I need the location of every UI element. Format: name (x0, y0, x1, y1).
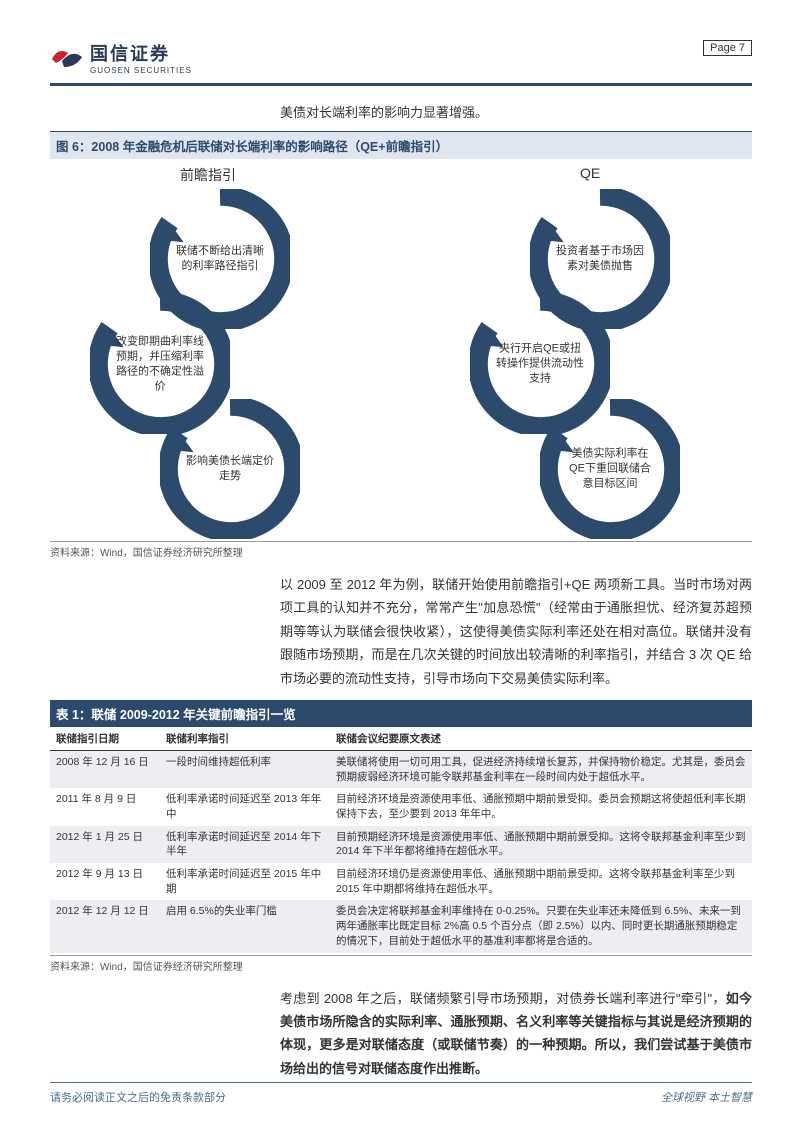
fig6-right-node-1-text: 投资者基于市场因素对美债抛售 (555, 244, 645, 274)
fig6-left-node-1-text: 联储不断给出清晰的利率路径指引 (175, 244, 265, 274)
paragraph-1: 以 2009 至 2012 年为例，联储开始使用前瞻指引+QE 两项新工具。当时… (280, 573, 752, 690)
table-cell: 2012 年 12 月 12 日 (50, 900, 160, 952)
fig6-right-label: QE (580, 165, 600, 181)
table1-title: 表 1：联储 2009-2012 年关键前瞻指引一览 (50, 700, 752, 727)
logo-text-cn: 国信证券 (90, 40, 192, 66)
table-cell: 2008 年 12 月 16 日 (50, 750, 160, 788)
table-cell: 启用 6.5%的失业率门槛 (160, 900, 330, 952)
logo-text-en: GUOSEN SECURITIES (90, 66, 192, 75)
table-row: 2012 年 1 月 25 日低利率承诺时间延迟至 2014 年下半年目前预期经… (50, 826, 752, 863)
table-cell: 2011 年 8 月 9 日 (50, 788, 160, 825)
table-row: 2012 年 9 月 13 日低利率承诺时间延迟至 2015 年中期目前经济环境… (50, 863, 752, 900)
intro-text: 美债对长端利率的影响力显著增强。 (280, 102, 752, 121)
page-footer: 请务必阅读正文之后的免责条款部分 全球视野 本土智慧 (50, 1082, 752, 1105)
page-number: Page 7 (703, 40, 752, 56)
table-cell: 目前经济环境是资源使用率低、通胀预期中期前景受抑。委员会预期这将使超低利率长期保… (330, 788, 752, 825)
figure6-source: 资料来源：Wind，国信证券经济研究所整理 (50, 541, 752, 559)
table-cell: 美联储将使用一切可用工具，促进经济持续增长复苏，并保持物价稳定。尤其是，委员会预… (330, 750, 752, 788)
footer-right: 全球视野 本土智慧 (661, 1089, 752, 1105)
table-cell: 低利率承诺时间延迟至 2015 年中期 (160, 863, 330, 900)
table-row: 2012 年 12 月 12 日启用 6.5%的失业率门槛委员会决定将联邦基金利… (50, 900, 752, 952)
fig6-left-node-3-text: 影响美债长端定价走势 (185, 454, 275, 484)
table-cell: 一段时间维持超低利率 (160, 750, 330, 788)
footer-left: 请务必阅读正文之后的免责条款部分 (50, 1089, 226, 1105)
fig6-right-node-3: 美债实际利率在QE下重回联储合意目标区间 (540, 399, 680, 539)
table-row: 2011 年 8 月 9 日低利率承诺时间延迟至 2013 年年中目前经济环境是… (50, 788, 752, 825)
table1-col-header: 联储利率指引 (160, 727, 330, 751)
table-cell: 2012 年 1 月 25 日 (50, 826, 160, 863)
figure6-diagram: 前瞻指引 QE 联储不断给出清晰的利率路径指引 改变即期曲利率线预期，并压缩利率… (50, 159, 752, 539)
page-header: 国信证券 GUOSEN SECURITIES Page 7 (50, 40, 752, 75)
table-cell: 目前预期经济环境是资源使用率低、通胀预期中期前景受抑。这将令联邦基金利率至少到 … (330, 826, 752, 863)
fig6-left-node-2-text: 改变即期曲利率线预期，并压缩利率路径的不确定性溢价 (115, 334, 205, 393)
header-rule (50, 83, 752, 86)
fig6-left-node-3: 影响美债长端定价走势 (160, 399, 300, 539)
logo-icon (50, 45, 84, 71)
table-cell: 低利率承诺时间延迟至 2013 年年中 (160, 788, 330, 825)
fig6-right-node-2-text: 央行开启QE或扭转操作提供流动性支持 (495, 342, 585, 387)
table-cell: 委员会决定将联邦基金利率维持在 0-0.25%。只要在失业率还未降低到 6.5%… (330, 900, 752, 952)
paragraph-2: 考虑到 2008 年之后，联储频繁引导市场预期，对债券长端利率进行"牵引"，如今… (280, 987, 752, 1081)
table-cell: 2012 年 9 月 13 日 (50, 863, 160, 900)
figure6-title: 图 6：2008 年金融危机后联储对长端利率的影响路径（QE+前瞻指引） (50, 131, 752, 159)
table1-col-header: 联储指引日期 (50, 727, 160, 751)
table1: 联储指引日期联储利率指引联储会议纪要原文表述 2008 年 12 月 16 日一… (50, 727, 752, 953)
table-row: 2008 年 12 月 16 日一段时间维持超低利率美联储将使用一切可用工具，促… (50, 750, 752, 788)
fig6-left-label: 前瞻指引 (180, 165, 236, 185)
table1-source: 资料来源：Wind，国信证券经济研究所整理 (50, 955, 752, 973)
footer-rule (50, 1082, 752, 1083)
para2-plain: 考虑到 2008 年之后，联储频繁引导市场预期，对债券长端利率进行"牵引"， (280, 991, 726, 1006)
table1-col-header: 联储会议纪要原文表述 (330, 727, 752, 751)
fig6-right-node-3-text: 美债实际利率在QE下重回联储合意目标区间 (565, 447, 655, 492)
logo: 国信证券 GUOSEN SECURITIES (50, 40, 192, 75)
table-cell: 低利率承诺时间延迟至 2014 年下半年 (160, 826, 330, 863)
table-cell: 目前经济环境仍是资源使用率低、通胀预期中期前景受抑。这将令联邦基金利率至少到 2… (330, 863, 752, 900)
